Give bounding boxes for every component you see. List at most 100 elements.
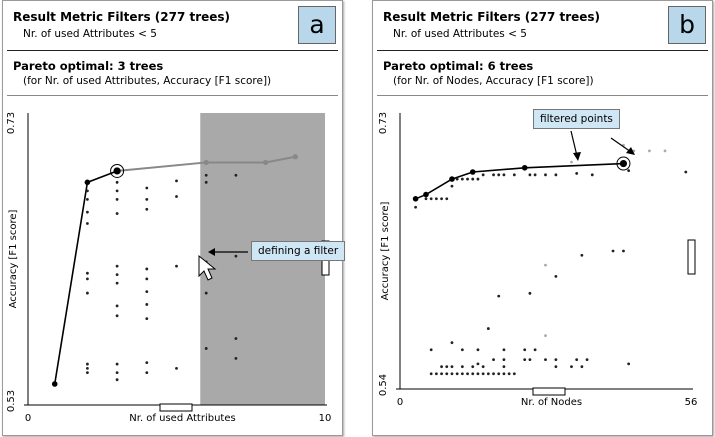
data-point xyxy=(414,205,417,209)
pareto-point xyxy=(449,176,455,182)
separator xyxy=(7,95,338,96)
pareto-line-filtered xyxy=(117,155,296,172)
data-point xyxy=(450,365,454,369)
data-point xyxy=(502,348,506,352)
highlighted-point-ring xyxy=(110,163,125,178)
data-point xyxy=(115,314,119,318)
data-point xyxy=(497,372,501,376)
mouse-cursor-icon xyxy=(198,254,217,281)
filtered-point xyxy=(663,149,667,153)
data-point xyxy=(627,362,631,366)
y-axis-label: Accuracy [F1 score] xyxy=(380,202,391,301)
scatter-plot-b[interactable]: 0.73 0.54 0 56 Nr. of Nodes Accuracy [F1 scor… xyxy=(373,1,714,437)
callout-arrow xyxy=(610,137,632,153)
callout-defining-filter: defining a filter xyxy=(251,241,346,261)
data-point xyxy=(471,365,475,369)
data-point xyxy=(86,362,89,366)
data-point xyxy=(460,177,464,181)
data-point xyxy=(476,348,480,352)
separator xyxy=(7,50,338,51)
panel-title: Result Metric Filters (277 trees) xyxy=(383,10,601,24)
data-point xyxy=(575,358,579,362)
x-tick-label-min: 0 xyxy=(397,397,403,408)
pareto-line xyxy=(53,170,118,385)
data-point xyxy=(533,173,537,177)
pareto-subtitle: (for Nr. of used Attributes, Accuracy [F… xyxy=(23,75,272,87)
data-point xyxy=(590,173,594,177)
x-axis-label: Nr. of used Attributes xyxy=(129,413,235,424)
data-point xyxy=(86,222,89,225)
pareto-point xyxy=(84,179,91,186)
pareto-point xyxy=(412,196,419,202)
callout-arrow xyxy=(570,130,578,157)
data-point xyxy=(234,173,238,177)
data-point xyxy=(460,372,464,376)
data-point xyxy=(533,348,537,352)
data-point xyxy=(424,197,428,201)
highlighted-point-ring xyxy=(616,156,631,171)
data-point xyxy=(145,303,149,306)
data-point xyxy=(115,264,119,268)
data-point xyxy=(528,291,532,295)
data-point xyxy=(86,271,89,275)
data-point xyxy=(570,365,573,369)
pareto-title: Pareto optimal: 3 trees xyxy=(13,59,164,73)
data-point xyxy=(445,372,449,376)
x-axis-label: Nr. of Nodes xyxy=(521,397,582,408)
data-point xyxy=(429,372,433,376)
filtered-pareto-point xyxy=(263,159,269,166)
filter-description: Nr. of used Attributes < 5 xyxy=(393,28,527,40)
data-point xyxy=(145,290,149,294)
pareto-point xyxy=(51,381,58,387)
data-point xyxy=(455,177,459,181)
data-point xyxy=(502,372,506,376)
highlighted-point xyxy=(113,167,121,175)
data-point xyxy=(684,170,688,174)
data-point xyxy=(204,180,208,184)
filtered-point xyxy=(544,263,547,267)
data-point xyxy=(175,366,178,370)
callout-arrowhead xyxy=(626,147,635,155)
x-range-handle xyxy=(532,387,566,396)
filtered-pareto-point xyxy=(203,159,209,166)
data-point xyxy=(460,348,464,352)
filtered-point xyxy=(544,334,547,338)
filter-description: Nr. of used Attributes < 5 xyxy=(23,28,157,40)
data-point xyxy=(86,291,89,295)
data-point xyxy=(502,365,506,369)
data-point xyxy=(575,172,579,175)
data-point xyxy=(115,197,119,201)
pareto-subtitle: (for Nr. of Nodes, Accuracy [F1 score]) xyxy=(393,75,594,87)
data-point xyxy=(450,341,454,345)
data-point xyxy=(455,372,459,376)
data-point xyxy=(440,197,443,201)
data-point xyxy=(145,277,149,281)
data-point xyxy=(429,197,433,201)
data-point xyxy=(145,186,149,190)
data-point xyxy=(585,358,589,362)
y-tick-label-min: 0.54 xyxy=(378,374,389,396)
panel-a: Result Metric Filters (277 trees) Nr. of… xyxy=(2,0,346,437)
pareto-line xyxy=(415,162,624,200)
data-point xyxy=(528,173,532,177)
y-axis-label: Accuracy [F1 score] xyxy=(8,210,19,309)
data-point xyxy=(471,177,475,181)
scatter-plot-a[interactable]: 0.73 0.53 0 10 Nr. of used Attributes Accurac… xyxy=(3,1,344,437)
data-point xyxy=(471,372,475,376)
data-point xyxy=(481,365,485,369)
data-point xyxy=(554,173,558,177)
pareto-point xyxy=(521,164,528,171)
data-point xyxy=(86,197,89,201)
data-point xyxy=(481,372,485,376)
data-point xyxy=(622,249,625,253)
data-point xyxy=(497,294,501,298)
data-point xyxy=(554,358,558,362)
data-point xyxy=(476,177,480,181)
filtered-pareto-point xyxy=(292,154,298,160)
data-point xyxy=(234,337,238,340)
data-point xyxy=(481,173,485,177)
y-tick-label-min: 0.53 xyxy=(6,390,17,412)
data-point xyxy=(434,197,438,201)
data-point xyxy=(580,253,584,257)
x-tick-label-max: 10 xyxy=(319,413,332,424)
